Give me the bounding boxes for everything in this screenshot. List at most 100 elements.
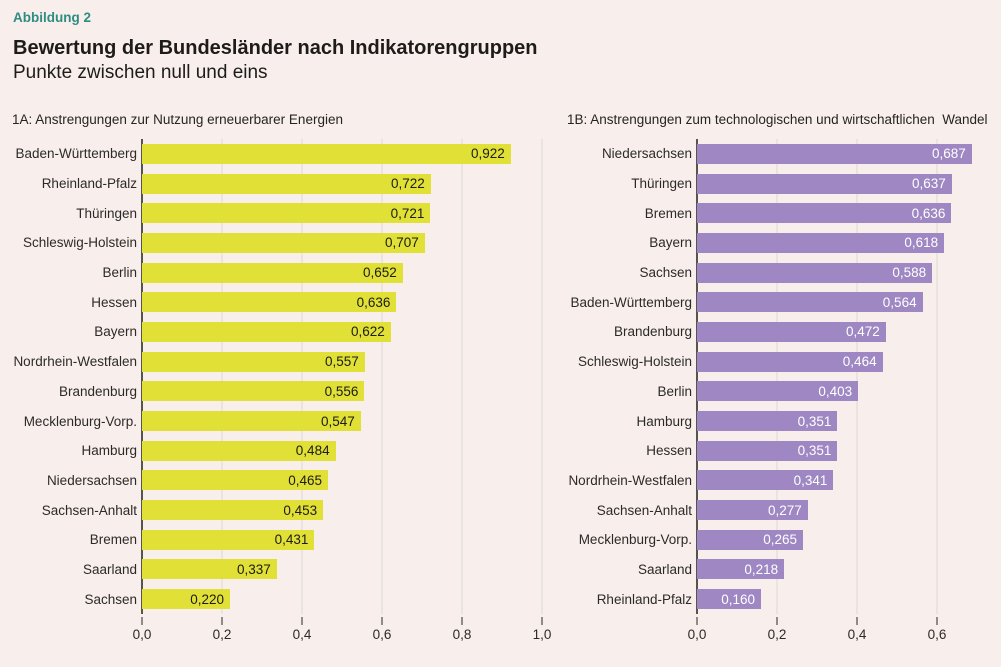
value-label: 0,707 [385,235,419,251]
axis-tick [936,617,938,626]
value-label: 0,722 [391,176,425,192]
chart-1b-title: 1B: Anstrengungen zum technologischen un… [567,112,988,127]
bar: 0,556 [142,381,365,402]
bar: 0,652 [142,262,403,283]
category-label: Berlin [102,265,137,281]
bar-row: 0,337 [142,555,562,585]
page-title: Bewertung der Bundesländer nach Indikato… [13,37,538,59]
bar-row: 0,464 [697,347,997,377]
category-label: Bayern [94,324,137,340]
chart-1a-title: 1A: Anstrengungen zur Nutzung erneuerbar… [12,112,343,127]
chart-1b-body: Niedersachsen Thüringen Bremen Bayern Sachse… [567,139,997,648]
bar-row: 0,564 [697,287,997,317]
bar-row: 0,351 [697,406,997,436]
value-label: 0,622 [351,324,385,340]
axis-tick-label: 1,0 [532,627,552,643]
category-label: Hamburg [81,443,137,459]
axis-tick [301,617,303,626]
chart-1a-body: Baden-Württemberg Rheinland-Pfalz Thüringe… [12,139,562,648]
category-label: Brandenburg [613,324,692,340]
value-label: 0,277 [768,502,802,518]
bar: 0,721 [142,203,431,224]
bar: 0,431 [142,529,315,550]
value-label: 0,465 [288,472,322,488]
gridline [461,139,463,615]
category-label: Sachsen [639,265,692,281]
category-label: Thüringen [631,176,692,192]
bar-row: 0,403 [697,377,997,407]
category-label: Baden-Württemberg [15,146,137,162]
value-label: 0,218 [744,561,779,577]
figure-label: Abbildung 2 [13,10,91,25]
bar-row: 0,636 [697,198,997,228]
x-axis: 0,0 0,2 0,4 0,6 0,8 1,0 [133,614,562,648]
category-label: Rheinland-Pfalz [41,176,137,192]
axis-tick-label: 0,6 [927,627,947,643]
value-label: 0,636 [356,294,391,310]
category-label: Sachsen-Anhalt [41,502,137,518]
category-label: Mecklenburg-Vorp. [578,532,692,548]
bar-row: 0,453 [142,495,562,525]
value-label: 0,453 [283,502,318,518]
grid-layer [142,139,562,615]
bars: 0,922 0,722 0,721 0,707 0,652 0,636 0,622 0,557… [142,139,562,614]
category-label: Niedersachsen [46,472,137,488]
axis-tick-label: 0,0 [132,627,152,643]
axis-tick [856,617,858,626]
axis-tick-label: 0,6 [372,627,392,643]
bar: 0,588 [697,262,933,283]
category-label: Rheinland-Pfalz [596,591,692,607]
bar-row: 0,588 [697,258,997,288]
value-label: 0,351 [797,443,832,459]
value-label: 0,721 [390,205,425,221]
bar: 0,220 [142,589,230,610]
bar-row: 0,160 [697,584,997,614]
value-label: 0,637 [912,176,946,192]
bar-row: 0,636 [142,287,562,317]
bar: 0,687 [697,143,972,164]
category-label: Schleswig-Holstein [22,235,137,251]
category-label: Brandenburg [58,383,137,399]
category-label: Hessen [646,443,692,459]
bar: 0,618 [697,232,945,253]
bar-row: 0,637 [697,169,997,199]
axis-tick-label: 0,4 [292,627,312,643]
x-axis: 0,0 0,2 0,4 0,6 [688,614,997,648]
category-label: Baden-Württemberg [570,294,692,310]
bar-row: 0,341 [697,466,997,496]
bar-row: 0,922 [142,139,562,169]
category-label: Nordrhein-Westfalen [13,354,137,370]
bar: 0,722 [142,173,431,194]
axis-tick [696,617,698,626]
gridline [541,139,543,615]
bar-row: 0,556 [142,377,562,407]
gridline [381,139,383,615]
bar-row: 0,472 [697,317,997,347]
bar-row: 0,431 [142,525,562,555]
bar: 0,277 [697,500,808,521]
category-label: Bremen [89,532,137,548]
bar: 0,453 [142,500,324,521]
category-label: Bremen [644,205,692,221]
bar: 0,403 [697,381,859,402]
axis-tick [541,617,543,626]
category-label: Sachsen [84,591,137,607]
bar: 0,637 [697,173,952,194]
value-label: 0,547 [321,413,355,429]
axis-tick-label: 0,2 [212,627,232,643]
category-label: Saarland [82,561,137,577]
bar-row: 0,465 [142,466,562,496]
bar: 0,341 [697,470,834,491]
bar-row: 0,707 [142,228,562,258]
bar-row: 0,218 [697,555,997,585]
value-label: 0,431 [274,532,309,548]
value-label: 0,618 [904,235,939,251]
y-axis-line [141,139,143,615]
category-label: Hessen [91,294,137,310]
bar: 0,472 [697,321,886,342]
plot-area: 0,922 0,722 0,721 0,707 0,652 0,636 0,622 0,557… [133,139,562,648]
value-label: 0,588 [892,265,927,281]
gridline [936,139,938,615]
axis-tick [141,617,143,626]
axis-tick [381,617,383,626]
